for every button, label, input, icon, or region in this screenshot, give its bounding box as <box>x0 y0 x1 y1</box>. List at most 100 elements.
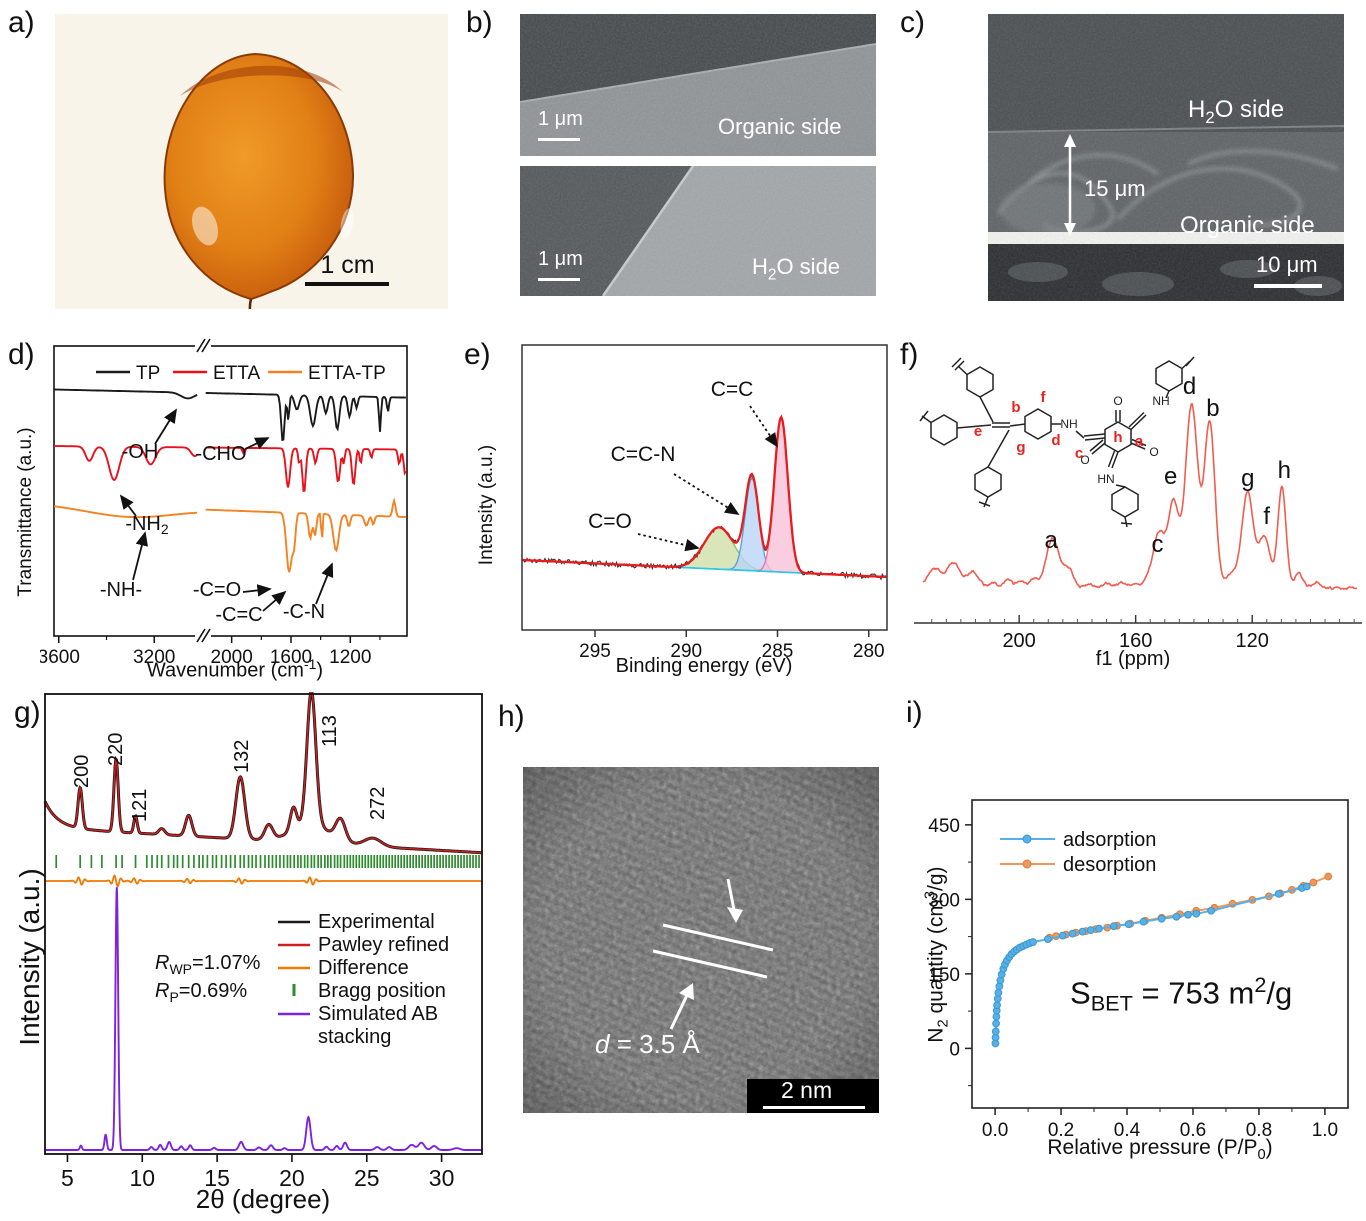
xps-component-C=O <box>521 526 886 578</box>
nmr-peak-label-a: a <box>1045 527 1059 554</box>
h2o-side-label: H2O side <box>752 254 841 284</box>
iso-marker-desorption <box>1324 872 1333 881</box>
iso-x-tick-label: 0.4 <box>1114 1120 1141 1141</box>
chemical-structure <box>919 356 1195 528</box>
panel-label-a: a) <box>8 6 35 39</box>
pxrd-xlabel: 2θ (degree) <box>195 1184 331 1214</box>
ftir-tick-label: 3200 <box>133 647 175 668</box>
sem-noise <box>520 14 876 156</box>
ftir-annotation-sub: 2 <box>161 521 169 537</box>
iso-marker-adsorption <box>1095 924 1103 933</box>
panel-label-h: h) <box>498 700 525 733</box>
ftir-tick-label: 3600 <box>40 647 80 668</box>
iso-y-tick-label: 450 <box>928 816 960 837</box>
d-spacing-label: d = 3.5 Å <box>595 1029 700 1059</box>
ftir-legend-label: TP <box>136 363 160 384</box>
tem-scale-label: 2 nm <box>781 1077 833 1103</box>
membrane-dark-top <box>180 65 343 96</box>
nmr-peak-label-f: f <box>1263 503 1270 530</box>
semc-image <box>988 14 1344 301</box>
pxrd-hkl-113: 113 <box>319 715 341 747</box>
semc-thickness-label: 15 μm <box>1084 176 1146 201</box>
nmr-peak-label-c: c <box>1152 531 1164 558</box>
pxrd-hkl-272: 272 <box>367 787 389 820</box>
iso-x-tick-label: 1.0 <box>1312 1120 1338 1141</box>
ftir-annotation-label: -C=C <box>215 604 262 626</box>
structure-label-e: e <box>974 423 982 440</box>
xps-tick-label: 280 <box>853 641 885 662</box>
bond-cut-marks <box>919 356 1195 528</box>
iso-marker-adsorption <box>1058 931 1067 940</box>
ftir-xlabel: Wavenumber (cm-1) <box>146 656 324 682</box>
ftir-break-slash <box>201 628 211 643</box>
panel-label-f: f) <box>900 338 919 371</box>
pxrd-hkl-220: 220 <box>105 733 127 766</box>
iso-legend-marker <box>1022 834 1032 844</box>
nmr-peak-label-h: h <box>1278 457 1291 484</box>
structure-label-O: O <box>1149 445 1158 459</box>
sem1-scale-bar <box>538 138 580 141</box>
ftir-trace-ETTA-TP <box>205 496 406 573</box>
structure-label-NH: NH <box>1152 394 1169 408</box>
ftir-annotation-arrow <box>242 584 272 597</box>
xps-peak-arrow <box>749 405 779 448</box>
iso-y-tick-label: 150 <box>928 965 960 986</box>
ftir-annotation-arrow <box>262 590 287 612</box>
xps-envelope <box>521 414 887 579</box>
sem2-noise <box>520 166 876 296</box>
iso-legend-label: desorption <box>1063 854 1156 876</box>
iso-marker-adsorption <box>1068 929 1077 938</box>
ftir-break-slash <box>196 628 206 643</box>
iso-line-adsorption <box>994 885 1308 1044</box>
hrtem-panel: d = 3.5 Å 2 nm <box>523 767 879 1113</box>
pxrd-legend-label-2: stacking <box>318 1026 391 1048</box>
sem-h2o-side: H2O side 1 μm <box>520 166 876 296</box>
panel-label-g: g) <box>14 696 41 729</box>
xps-plot-box <box>521 344 888 631</box>
structure-label-HN: HN <box>1097 472 1114 486</box>
ftir-tick-label: 1600 <box>270 647 312 668</box>
iso-marker-adsorption <box>993 1001 1001 1010</box>
iso-marker-adsorption <box>1274 889 1283 898</box>
iso-marker-adsorption <box>1207 906 1216 915</box>
ftir-tick-label: 1200 <box>329 647 371 668</box>
hrtem-image <box>523 767 879 1113</box>
pxrd-legend-label: Pawley refined <box>318 934 449 956</box>
iso-legend-marker <box>1022 859 1032 869</box>
membrane-highlight-2 <box>340 208 354 240</box>
pxrd-tick-label: 5 <box>61 1165 74 1191</box>
nmr-peak-label-d: d <box>1183 373 1196 400</box>
membrane-highlight <box>192 206 218 246</box>
iso-marker-adsorption <box>992 1019 1000 1028</box>
pxrd-tick-label: 30 <box>429 1165 455 1191</box>
nmr-peak-label-g: g <box>1241 465 1254 492</box>
xps-tick-label: 295 <box>579 641 611 662</box>
xps-peak-label: C=C <box>711 378 754 401</box>
semc-noise <box>988 14 1344 301</box>
pxrd-difference <box>45 874 482 888</box>
ftir-trace-ETTA <box>53 445 198 481</box>
pxrd-plot-box <box>44 693 483 1155</box>
xps-xlabel: Binding energy (eV) <box>615 655 793 677</box>
pxrd-tick-label: 15 <box>204 1165 230 1191</box>
nmr-tick-label: 120 <box>1236 630 1269 652</box>
ftir-trace-TP <box>205 392 406 442</box>
ftir-annotation-label: -C=O <box>193 579 241 601</box>
ftir-annotation-label: -CHO <box>195 443 246 465</box>
ftir-break-slash <box>196 338 206 353</box>
structure-label-O: O <box>1080 453 1089 467</box>
semc-organic-label: Organic side <box>1180 212 1315 239</box>
structure-label-c: c <box>1075 445 1083 462</box>
pxrd-pawley <box>44 692 482 854</box>
xps-chart: 295 290 285 280 C=C C=C-N C=O <box>521 344 888 662</box>
nmr-peak-label-b: b <box>1206 395 1219 422</box>
membrane-photo: 1 cm <box>55 14 448 309</box>
structure-label-f: f <box>1041 389 1047 406</box>
semc-scale-label: 10 μm <box>1256 252 1318 277</box>
ftir-annotation-arrow <box>244 437 270 450</box>
iso-x-tick-label: 0.2 <box>1048 1120 1074 1141</box>
iso-marker-adsorption <box>1172 912 1181 921</box>
sem-organic-side: Organic side 1 μm <box>520 14 876 156</box>
iso-marker-adsorption <box>1157 914 1166 923</box>
